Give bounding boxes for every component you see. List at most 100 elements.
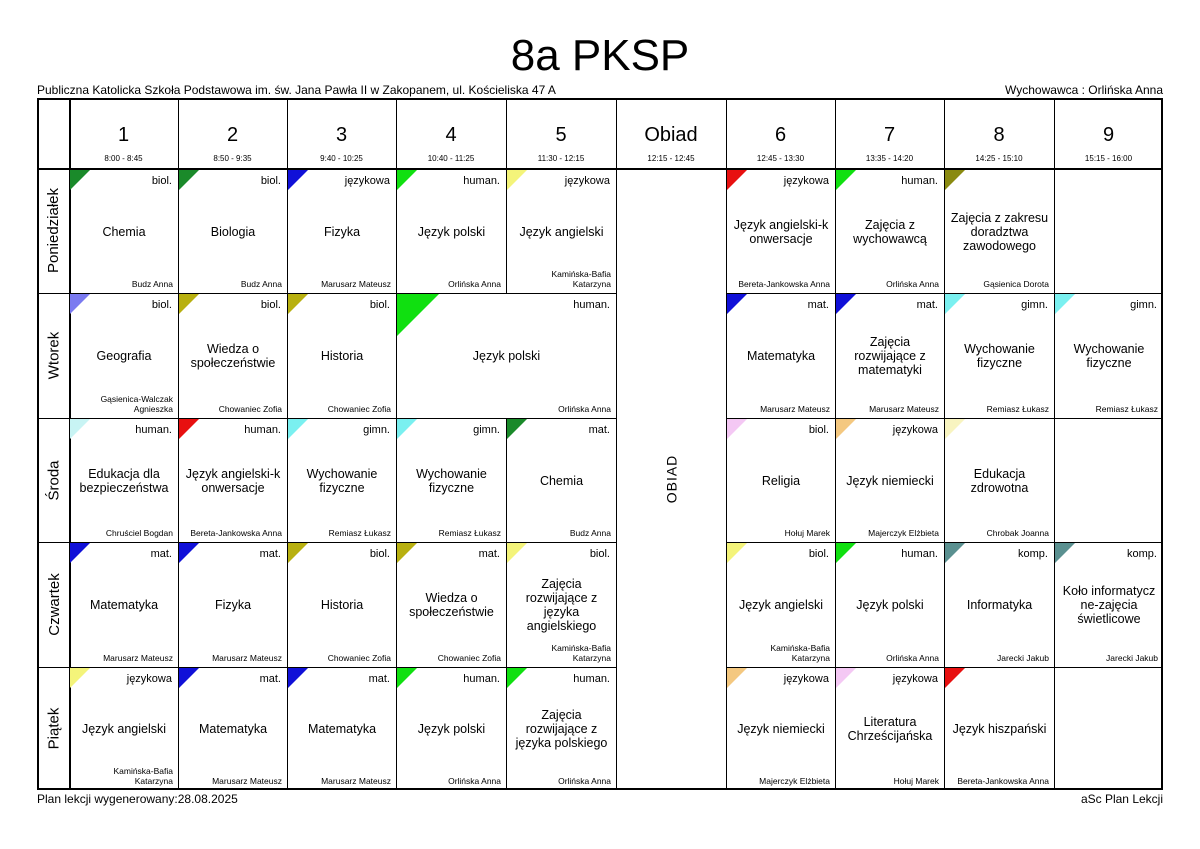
lesson-cell[interactable]: human. Zajęcia rozwijające z języka polsk… [507,668,616,790]
lesson-cell[interactable]: human. Język polski Orlińska Anna [836,543,944,667]
lesson-cell[interactable]: human. Język angielski-k onwersacje Bereta… [179,419,287,542]
group-color-marker [727,668,747,688]
group-color-marker [507,543,527,563]
column-divider [1054,100,1055,168]
lesson-cell[interactable]: językowa Literatura Chrześcijańska Hołuj M… [836,668,944,790]
day-header: Wtorek [39,293,69,418]
teacher-name: Orlińska Anna [558,776,611,786]
teacher-name: Remiasz Łukasz [1095,404,1158,414]
lesson-cell[interactable]: mat. Matematyka Marusarz Mateusz [179,668,287,790]
group-color-marker [397,419,417,439]
lesson-cell[interactable]: mat. Matematyka Marusarz Mateusz [70,543,178,667]
lesson-cell[interactable]: komp. Koło informatycz ne-zajęcia świetli… [1055,543,1163,667]
lesson-cell[interactable]: human. Język polski Orlińska Anna [397,668,506,790]
lesson-cell[interactable]: mat. Matematyka Marusarz Mateusz [727,294,835,418]
row-divider [39,542,616,543]
period-header: 9 15:15 - 16:00 [1054,100,1163,168]
column-divider [616,293,617,418]
lesson-cell[interactable]: Edukacja zdrowotna Chrobak Joanna [945,419,1054,542]
day-header: Poniedziałek [39,168,69,293]
lesson-cell[interactable]: mat. Chemia Budz Anna [507,419,616,542]
column-divider [178,667,179,790]
lesson-cell[interactable]: human. Język polski Orlińska Anna [397,294,616,418]
group-label: human. [573,673,610,685]
teacher-name: Marusarz Mateusz [103,653,173,663]
column-divider [287,667,288,790]
lesson-cell[interactable]: językowa Język niemiecki Majerczyk Elżbiet… [836,419,944,542]
column-divider [835,168,836,293]
period-header: Obiad 12:15 - 12:45 [616,100,726,168]
period-header: 6 12:45 - 13:30 [726,100,835,168]
lesson-cell[interactable]: human. Edukacja dla bezpieczeństwa Chruści… [70,419,178,542]
subject-name: Historia [320,349,364,363]
teacher-name: Hołuj Marek [893,776,939,786]
lesson-cell[interactable]: gimn. Wychowanie fizyczne Remiasz Łukasz [397,419,506,542]
timetable-grid: 1 8:00 - 8:45 2 8:50 - 9:35 3 9:40 - 10:25 4 10… [37,98,1163,790]
period-number: 9 [1102,124,1115,146]
group-label: biol. [260,299,281,311]
teacher-name: Budz Anna [240,279,282,289]
group-color-marker [945,668,965,688]
lesson-cell[interactable]: biol. Historia Chowaniec Zofia [288,294,396,418]
lesson-cell[interactable]: językowa Fizyka Marusarz Mateusz [288,170,396,293]
lesson-cell[interactable]: biol. Chemia Budz Anna [70,170,178,293]
lesson-cell[interactable]: biol. Zajęcia rozwijające z języka angiel… [507,543,616,667]
lesson-cell[interactable]: biol. Biologia Budz Anna [179,170,287,293]
lesson-cell[interactable]: Zajęcia z zakresu doradztwa zawodowego Gą… [945,170,1054,293]
teacher-name: Orlińska Anna [886,653,939,663]
group-label: human. [463,673,500,685]
lesson-cell[interactable]: biol. Geografia Gąsienica-Walczak Agnieszk… [70,294,178,418]
column-divider [287,542,288,667]
lesson-cell[interactable]: mat. Wiedza o społeczeństwie Chowaniec Zof… [397,543,506,667]
lesson-cell[interactable]: gimn. Wychowanie fizyczne Remiasz Łukasz [288,419,396,542]
group-color-marker [179,419,199,439]
group-label: human. [901,548,938,560]
lesson-cell[interactable]: human. Zajęcia z wychowawcą Orlińska Anna [836,170,944,293]
lesson-cell[interactable]: biol. Historia Chowaniec Zofia [288,543,396,667]
subject-name: Wiedza o społeczeństwie [409,591,494,619]
subject-name: Matematyka [307,722,377,736]
lunch-label: OBIAD [662,454,679,504]
lesson-cell[interactable]: mat. Fizyka Marusarz Mateusz [179,543,287,667]
column-divider [396,542,397,667]
lesson-cell[interactable]: językowa Język niemiecki Majerczyk Elżbiet… [727,668,835,790]
subject-name: Język polski [856,598,924,612]
lesson-cell[interactable]: gimn. Wychowanie fizyczne Remiasz Łukasz [1055,294,1163,418]
lesson-cell[interactable]: biol. Język angielski Kamińska-Bafia Katar… [727,543,835,667]
lesson-cell[interactable]: językowa Język angielski Kamińska-Bafia Ka… [70,668,178,790]
column-divider [396,293,397,418]
teacher-name: Bereta-Jankowska Anna [738,279,830,289]
lesson-cell[interactable]: mat. Zajęcia rozwijające z matematyki Maru… [836,294,944,418]
period-number: 2 [226,124,239,146]
lesson-cell[interactable]: Język hiszpański Bereta-Jankowska Anna [945,668,1054,790]
teacher-name: Marusarz Mateusz [321,279,391,289]
column-divider [726,542,727,667]
period-header: 1 8:00 - 8:45 [69,100,178,168]
lesson-cell[interactable]: biol. Religia Hołuj Marek [727,419,835,542]
lesson-cell[interactable]: human. Język polski Orlińska Anna [397,170,506,293]
lesson-cell[interactable]: komp. Informatyka Jarecki Jakub [945,543,1054,667]
group-label: gimn. [363,424,390,436]
group-color-marker [179,543,199,563]
group-color-marker [945,543,965,563]
column-divider [1054,168,1055,293]
lesson-cell[interactable]: gimn. Wychowanie fizyczne Remiasz Łukasz [945,294,1054,418]
column-divider [287,100,288,168]
subject-name: Wychowanie fizyczne [1073,342,1145,370]
lesson-cell[interactable]: językowa Język angielski Kamińska-Bafia Ka… [507,170,616,293]
column-divider [616,418,617,542]
column-divider [944,542,945,667]
lunch-column: OBIAD [616,168,726,790]
lesson-cell[interactable]: mat. Matematyka Marusarz Mateusz [288,668,396,790]
lesson-cell[interactable]: językowa Język angielski-k onwersacje Bere… [727,170,835,293]
teacher-name: Jarecki Jakub [1106,653,1158,663]
group-label: gimn. [1130,299,1157,311]
subject-name: Zajęcia z zakresu doradztwa zawodowego [950,210,1049,253]
lesson-cell[interactable]: biol. Wiedza o społeczeństwie Chowaniec Zo… [179,294,287,418]
page-title: 8a PKSP [510,31,690,80]
subject-name: Zajęcia rozwijające z matematyki [854,335,926,377]
column-divider [944,667,945,790]
column-divider [616,100,617,168]
teacher-name: Gąsienica-Walczak Agnieszka [100,394,173,414]
group-label: mat. [588,424,610,436]
